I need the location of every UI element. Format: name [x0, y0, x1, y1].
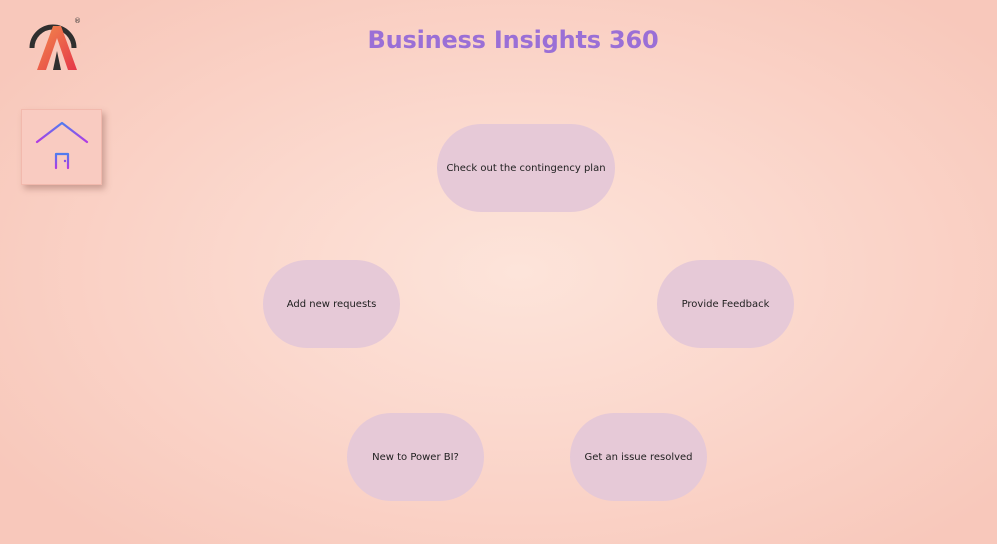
home-button[interactable]: [21, 109, 102, 185]
provide-feedback-button[interactable]: Provide Feedback: [657, 260, 794, 348]
new-to-power-bi-button[interactable]: New to Power BI?: [347, 413, 484, 501]
contingency-plan-label: Check out the contingency plan: [446, 162, 606, 174]
issue-resolved-label: Get an issue resolved: [584, 451, 693, 463]
contingency-plan-button[interactable]: Check out the contingency plan: [437, 124, 615, 212]
issue-resolved-button[interactable]: Get an issue resolved: [570, 413, 707, 501]
registered-mark: ®: [74, 17, 81, 25]
brand-a-logo-icon: [29, 24, 77, 70]
provide-feedback-label: Provide Feedback: [681, 298, 770, 310]
brand-logo: ®: [27, 17, 83, 74]
add-requests-label: Add new requests: [286, 298, 377, 310]
home-icon: [35, 121, 88, 174]
page-title: Business Insights 360: [367, 26, 659, 54]
add-requests-button[interactable]: Add new requests: [263, 260, 400, 348]
new-to-power-bi-label: New to Power BI?: [372, 451, 459, 463]
